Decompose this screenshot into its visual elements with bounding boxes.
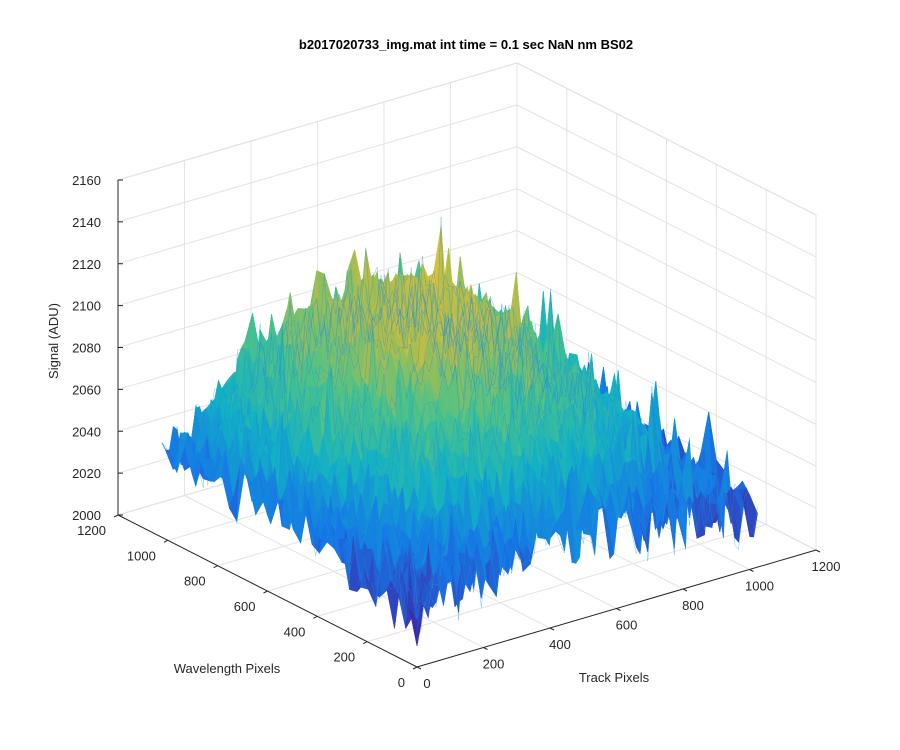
surface-line bbox=[251, 216, 593, 512]
surface-line bbox=[221, 270, 563, 482]
surface-line bbox=[161, 269, 503, 464]
y-axis-label: Wavelength Pixels bbox=[174, 661, 281, 676]
surface-line bbox=[191, 269, 533, 488]
chart-title: b2017020733_img.mat int time = 0.1 sec N… bbox=[299, 37, 633, 52]
axes-lines bbox=[113, 179, 821, 670]
x-tick bbox=[416, 666, 422, 670]
y-tick-label: 600 bbox=[234, 599, 256, 614]
x-tick-label: 1000 bbox=[745, 579, 774, 594]
grid-line-z-right bbox=[516, 188, 817, 342]
y-tick-label: 200 bbox=[333, 650, 355, 665]
surface-line bbox=[401, 459, 743, 622]
grid-line-z-right bbox=[516, 146, 817, 300]
x-tick-label: 400 bbox=[549, 637, 571, 652]
grid-line-z-back bbox=[117, 104, 518, 223]
z-tick-label: 2080 bbox=[72, 341, 101, 356]
x-tick-label: 1200 bbox=[812, 559, 841, 574]
x-tick-label: 800 bbox=[682, 598, 704, 613]
grid-line-z-right bbox=[516, 271, 817, 425]
surface-line bbox=[326, 326, 668, 542]
surface-line bbox=[416, 437, 758, 641]
grid-line-z-back bbox=[117, 146, 518, 265]
y-tick-label: 800 bbox=[184, 574, 206, 589]
grid-line-z-right bbox=[516, 313, 817, 467]
surface-line bbox=[281, 287, 623, 523]
grid-line-z-right bbox=[516, 104, 817, 258]
y-tick bbox=[263, 590, 268, 594]
y-tick bbox=[362, 641, 368, 645]
z-tick-label: 2140 bbox=[72, 215, 101, 230]
y-tick bbox=[213, 565, 218, 569]
grid-line-z-back bbox=[117, 188, 518, 307]
surface-plot bbox=[161, 216, 758, 647]
y-tick bbox=[412, 666, 418, 670]
surface-patch bbox=[745, 487, 758, 537]
z-tick-label: 2000 bbox=[72, 508, 101, 523]
surface-line bbox=[266, 288, 608, 516]
z-tick-label: 2160 bbox=[72, 173, 101, 188]
x-tick bbox=[549, 627, 555, 631]
x-tick bbox=[682, 588, 688, 592]
z-tick-label: 2060 bbox=[72, 382, 101, 397]
x-tick-label: 200 bbox=[483, 657, 505, 672]
x-tick-label: 600 bbox=[616, 618, 638, 633]
x-tick bbox=[483, 647, 488, 650]
surface-line bbox=[206, 247, 548, 487]
z-tick-label: 2020 bbox=[72, 466, 101, 481]
z-tick-label: 2100 bbox=[72, 299, 101, 314]
tick-labels: 0 200 400 600 800 1000 1200 0 200 400 600 800 1000 12… bbox=[72, 173, 840, 691]
grid-line-y-floor bbox=[367, 524, 767, 643]
z-axis-label: Signal (ADU) bbox=[46, 303, 61, 379]
y-tick bbox=[313, 615, 318, 619]
x-tick bbox=[749, 569, 754, 572]
grid-line-z-right bbox=[516, 62, 817, 216]
z-tick-label: 2040 bbox=[72, 424, 101, 439]
x-tick bbox=[616, 608, 621, 611]
x-tick-label: 0 bbox=[423, 676, 430, 691]
grid-line-z-right bbox=[516, 230, 817, 383]
x-axis-label: Track Pixels bbox=[579, 670, 650, 685]
surface-line bbox=[356, 394, 698, 586]
y-tick bbox=[113, 514, 119, 518]
x-tick bbox=[815, 549, 821, 553]
y-tick bbox=[163, 539, 169, 543]
y-tick-label: 0 bbox=[398, 675, 405, 690]
surface-line bbox=[176, 258, 518, 464]
y-tick-label: 1000 bbox=[127, 548, 156, 563]
z-tick-label: 2120 bbox=[72, 257, 101, 272]
y-tick-label: 400 bbox=[284, 624, 306, 639]
y-tick-label: 1200 bbox=[77, 523, 106, 538]
surface-line bbox=[371, 386, 713, 601]
grid-line-z-back bbox=[117, 62, 518, 181]
surface-line bbox=[296, 306, 638, 537]
surface-line bbox=[386, 412, 728, 614]
